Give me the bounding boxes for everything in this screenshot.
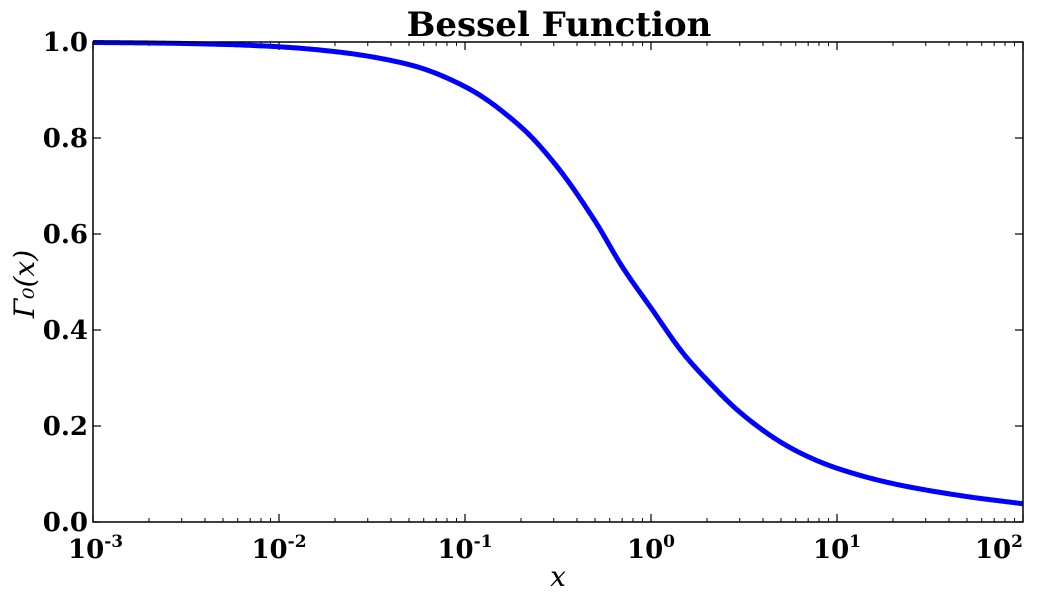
y-axis-label: Γ₀(x)	[8, 250, 41, 319]
x-tick-labels: 10-3 10-2 10-1 100 101 102	[68, 532, 1023, 565]
series-layer	[92, 39, 1024, 507]
chart-title: Bessel Function	[407, 5, 712, 45]
x-tick-label: 10-2	[251, 532, 306, 565]
x-tick-label: 10-1	[437, 532, 492, 565]
x-tick-label: 100	[627, 532, 675, 565]
y-tick-label: 1.0	[43, 28, 88, 58]
major-ticks	[92, 41, 1024, 523]
plot-frame	[92, 41, 1024, 523]
y-tick-label: 0.8	[43, 124, 88, 154]
y-tick-labels: 0.0 0.2 0.4 0.6 0.8 1.0	[43, 28, 88, 538]
y-tick-label: 0.4	[43, 316, 88, 346]
x-tick-label: 102	[975, 532, 1023, 565]
series-line	[92, 39, 1024, 507]
y-tick-label: 0.6	[43, 220, 88, 250]
y-tick-label: 0.2	[43, 412, 88, 442]
y-tick-label: 0.0	[43, 508, 88, 538]
x-axis-label: x	[550, 560, 566, 593]
x-tick-label: 10-3	[68, 532, 123, 565]
minor-ticks	[148, 42, 1015, 522]
x-tick-label: 101	[813, 532, 861, 565]
